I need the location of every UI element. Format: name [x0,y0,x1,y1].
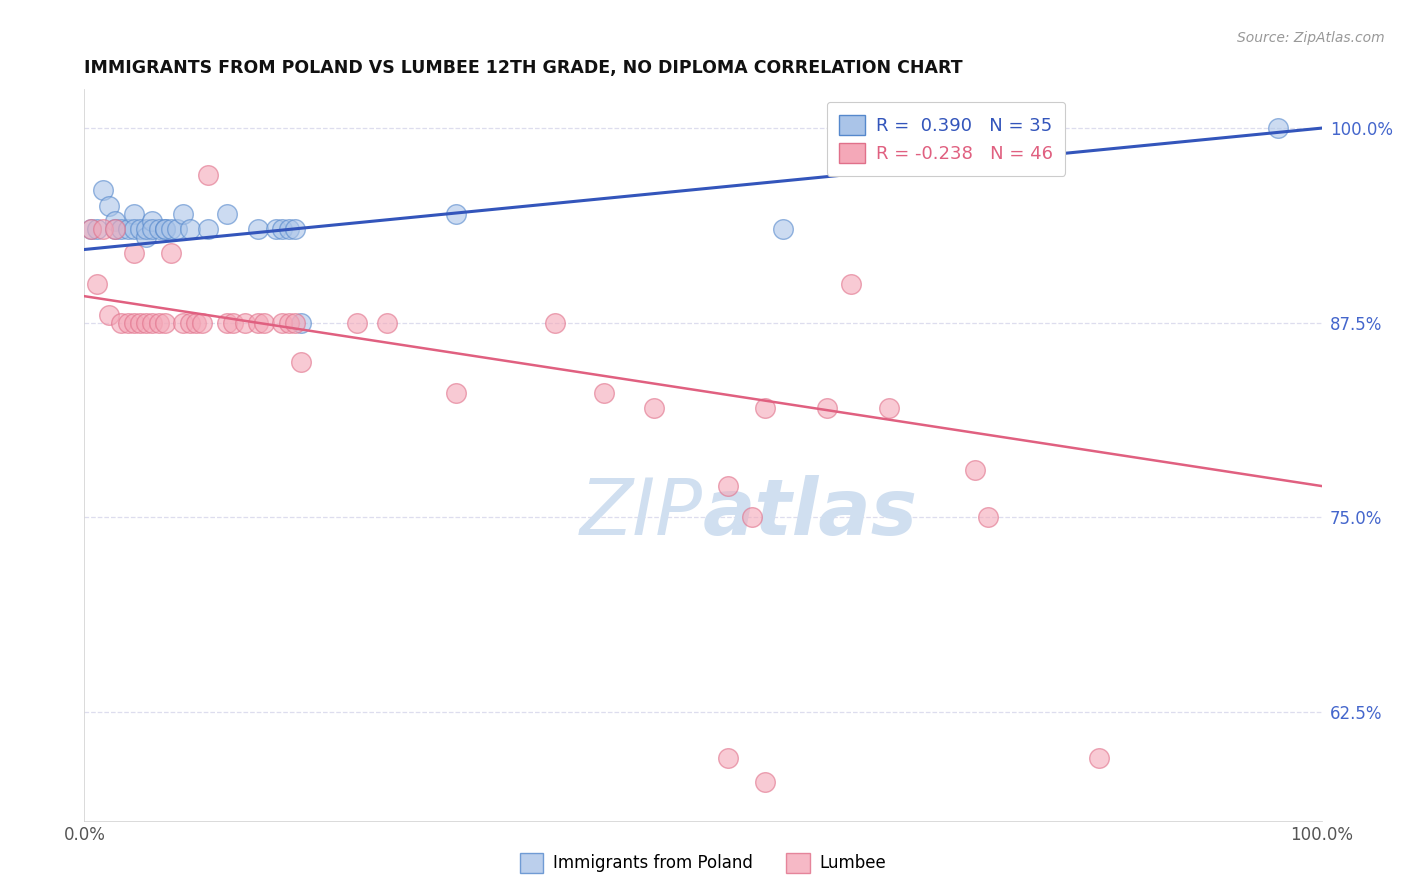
Point [135,222,157,236]
Point [277,222,299,236]
Point [543,316,565,330]
Point [346,316,368,330]
Point [110,316,132,330]
Point [160,222,183,236]
Point [117,316,139,330]
Point [122,207,145,221]
Point [98,199,121,213]
Point [246,316,269,330]
Point [153,222,176,236]
Point [172,207,194,221]
Legend: Immigrants from Poland, Lumbee: Immigrants from Poland, Lumbee [513,847,893,880]
Point [215,316,238,330]
Point [153,222,176,236]
Point [277,316,299,330]
Point [166,222,188,236]
Point [271,316,294,330]
Point [717,479,740,493]
Point [135,230,157,244]
Point [290,316,312,330]
Point [444,385,467,400]
Point [91,222,114,236]
Point [841,277,863,291]
Point [284,222,307,236]
Point [717,751,740,765]
Point [179,316,201,330]
Point [754,774,776,789]
Point [86,222,108,236]
Point [741,510,763,524]
Point [122,222,145,236]
Point [246,222,269,236]
Text: atlas: atlas [703,475,918,551]
Point [122,245,145,260]
Point [197,222,219,236]
Point [141,222,163,236]
Point [593,385,616,400]
Point [110,222,132,236]
Point [976,510,998,524]
Point [160,245,183,260]
Point [104,222,127,236]
Point [1088,751,1111,765]
Point [444,207,467,221]
Point [179,222,201,236]
Text: IMMIGRANTS FROM POLAND VS LUMBEE 12TH GRADE, NO DIPLOMA CORRELATION CHART: IMMIGRANTS FROM POLAND VS LUMBEE 12TH GR… [84,59,963,77]
Point [290,354,312,368]
Point [129,222,152,236]
Point [233,316,256,330]
Point [965,463,987,477]
Point [284,316,307,330]
Point [148,316,170,330]
Text: Source: ZipAtlas.com: Source: ZipAtlas.com [1237,31,1385,45]
Point [79,222,101,236]
Point [91,183,114,197]
Legend: R =  0.390   N = 35, R = -0.238   N = 46: R = 0.390 N = 35, R = -0.238 N = 46 [827,102,1066,176]
Point [877,401,900,416]
Point [172,316,194,330]
Point [215,207,238,221]
Point [79,222,101,236]
Point [117,222,139,236]
Point [754,401,776,416]
Point [135,316,157,330]
Point [643,401,665,416]
Point [271,222,294,236]
Point [129,316,152,330]
Point [148,222,170,236]
Point [153,316,176,330]
Point [104,222,127,236]
Point [191,316,214,330]
Text: ZIP: ZIP [581,475,703,551]
Point [197,168,219,182]
Point [184,316,207,330]
Point [141,214,163,228]
Point [377,316,399,330]
Point [1267,121,1289,136]
Point [86,277,108,291]
Point [122,316,145,330]
Point [815,401,838,416]
Point [141,316,163,330]
Point [222,316,245,330]
Point [253,316,276,330]
Point [264,222,287,236]
Point [772,222,794,236]
Point [98,308,121,322]
Point [104,214,127,228]
